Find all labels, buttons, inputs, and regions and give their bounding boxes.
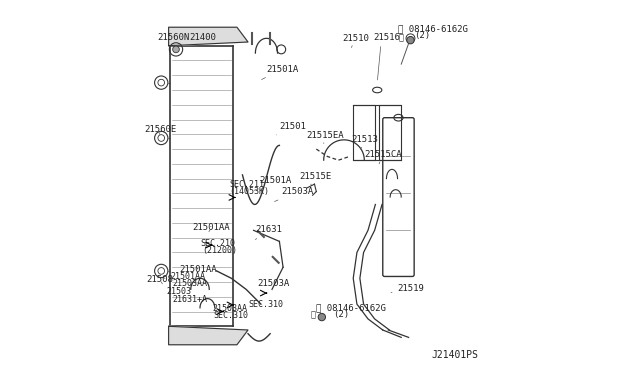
Text: 21631: 21631 <box>255 225 282 240</box>
Text: SEC.310: SEC.310 <box>248 300 283 309</box>
Text: 21501AA: 21501AA <box>170 272 205 281</box>
Text: 21515EA: 21515EA <box>307 131 344 144</box>
Text: 21510: 21510 <box>342 34 369 48</box>
Text: SEC.210: SEC.210 <box>200 239 235 248</box>
Text: (21200): (21200) <box>202 246 237 255</box>
Polygon shape <box>168 326 248 345</box>
Text: (2): (2) <box>414 31 430 40</box>
Text: 21501: 21501 <box>276 122 307 135</box>
Text: (14053K): (14053K) <box>229 187 269 196</box>
Text: 21508: 21508 <box>147 275 173 284</box>
Text: 21513: 21513 <box>351 135 378 149</box>
Text: 21503A: 21503A <box>257 279 289 293</box>
Circle shape <box>318 313 326 321</box>
Text: 21503AA: 21503AA <box>213 304 248 313</box>
Text: 21400: 21400 <box>189 33 216 46</box>
Bar <box>353 105 376 160</box>
Text: 21515CA: 21515CA <box>364 150 402 164</box>
Text: 21519: 21519 <box>391 284 424 293</box>
Text: 21501A: 21501A <box>254 176 291 190</box>
Text: 21503A: 21503A <box>275 187 314 202</box>
Text: 21503AA: 21503AA <box>172 279 207 288</box>
Text: 21560E: 21560E <box>145 125 177 134</box>
Text: (2): (2) <box>333 310 349 319</box>
Text: 21515E: 21515E <box>300 172 332 185</box>
Text: Ⓑ: Ⓑ <box>310 311 315 320</box>
Text: SEC.211: SEC.211 <box>230 180 264 189</box>
Circle shape <box>407 36 414 44</box>
Text: J21401PS: J21401PS <box>432 350 479 359</box>
Text: Ⓑ 08146-6162G: Ⓑ 08146-6162G <box>316 304 386 312</box>
Text: 21516: 21516 <box>374 33 401 42</box>
Text: 21501A: 21501A <box>262 64 299 80</box>
Text: 21501AA: 21501AA <box>193 223 230 232</box>
Polygon shape <box>168 27 248 46</box>
Text: 21503: 21503 <box>167 287 192 296</box>
Text: 21560N: 21560N <box>157 33 190 48</box>
Text: 21631+A: 21631+A <box>172 295 207 304</box>
Bar <box>379 105 401 160</box>
Text: Ⓑ: Ⓑ <box>399 34 404 43</box>
Text: Ⓑ 08146-6162G: Ⓑ 08146-6162G <box>397 25 467 33</box>
Circle shape <box>173 46 179 53</box>
Text: SEC.310: SEC.310 <box>213 311 248 320</box>
Text: 21501AA: 21501AA <box>179 264 216 274</box>
